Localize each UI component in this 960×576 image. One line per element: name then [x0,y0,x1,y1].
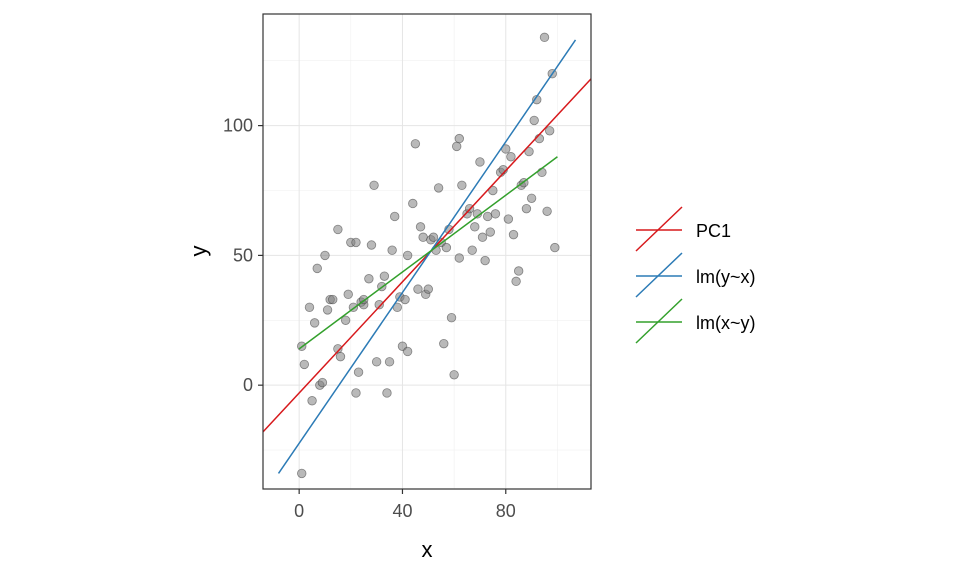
legend: PC1 lm(y~x) lm(x~y) [635,206,756,344]
data-point [371,357,382,367]
data-point [387,245,397,255]
data-point [364,274,374,284]
data-point [309,318,320,328]
data-point [482,211,493,222]
data-point [415,222,426,232]
data-point [351,237,361,248]
data-point [544,126,555,136]
data-point [508,229,519,240]
tick-labels: 0 40 80 0 50 100 [223,116,516,521]
data-point [390,211,400,222]
minor-gridlines [263,14,591,489]
data-point [307,396,317,406]
series-line [298,156,558,350]
data-point [384,357,395,367]
data-point [542,206,552,216]
data-point [297,468,307,479]
fit-lines [262,39,592,474]
x-axis-title: x [422,537,433,562]
data-point [526,193,537,203]
data-point [340,315,351,325]
y-tick-label: 50 [233,245,253,265]
data-point [400,294,410,305]
data-point [317,377,328,388]
data-point [454,253,464,263]
axis-ticks [258,125,507,494]
data-point [374,300,384,310]
data-point [413,284,423,294]
data-point [511,276,521,287]
data-point [488,185,498,196]
data-point [477,232,488,242]
data-point [333,224,343,235]
data-point [322,305,333,315]
legend-label: lm(x~y) [696,313,756,333]
legend-key-diagonal [635,206,683,252]
x-tick-label: 80 [496,501,516,521]
panel-border [262,13,592,490]
data-point [408,198,418,209]
data-point [304,302,315,313]
data-point [379,271,390,281]
data-point [524,146,534,157]
legend-label: PC1 [696,221,731,241]
data-point [418,232,428,242]
data-point [433,183,444,193]
data-point [439,338,449,349]
data-point [457,180,467,191]
data-point [423,284,433,294]
legend-key-diagonal [635,252,683,298]
data-point [537,167,547,178]
x-tick-label: 40 [392,501,412,521]
data-point [529,115,539,126]
data-point [328,294,338,305]
data-point [402,250,413,261]
major-gridlines [263,14,591,489]
data-point [467,245,477,255]
data-point [353,367,364,377]
data-point [369,180,379,191]
data-point [320,250,330,261]
data-point [480,255,490,266]
data-point [351,388,361,398]
scatter-points [297,32,560,479]
data-point [299,359,310,370]
legend-label: lm(y~x) [696,267,756,287]
data-point [366,240,377,250]
data-point [441,242,452,253]
data-point [343,289,353,300]
data-point [382,388,392,398]
data-point [539,32,550,43]
data-point [312,263,322,274]
y-tick-label: 0 [243,375,253,395]
data-point [470,222,480,232]
series-line [277,39,577,474]
data-point [513,266,524,276]
data-point [428,232,439,242]
data-point [503,214,514,224]
data-point [490,209,501,219]
data-point [410,139,421,149]
data-point [521,203,532,214]
y-tick-label: 100 [223,116,253,136]
data-point [485,227,495,237]
data-point [506,152,516,162]
data-point [475,157,485,167]
data-point [550,242,560,253]
data-point [449,370,459,380]
legend-key-diagonal [635,298,683,344]
data-point [446,312,457,323]
data-point [402,346,413,357]
data-point [335,351,346,362]
data-point [452,141,462,152]
x-tick-label: 0 [294,501,304,521]
data-point [454,133,464,144]
y-axis-title: y [186,246,211,257]
